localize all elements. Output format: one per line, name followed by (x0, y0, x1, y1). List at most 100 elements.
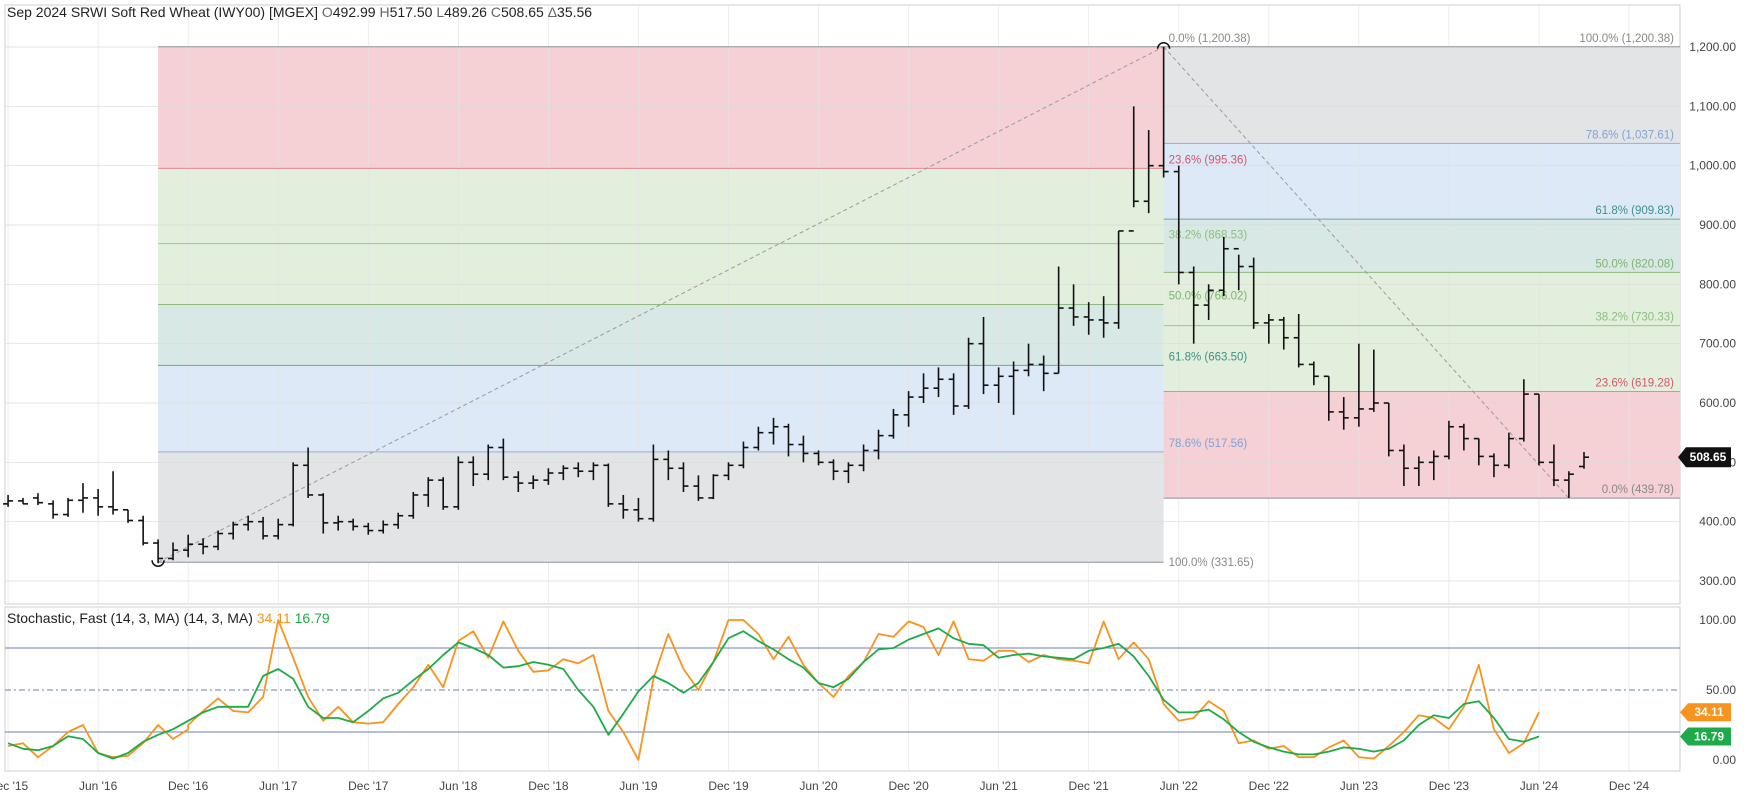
ohlc-bar (1518, 379, 1529, 442)
stoch-k-badge (1680, 703, 1731, 722)
ohlc-bar (873, 429, 884, 460)
swing-low-marker (151, 560, 165, 567)
price-tick-label: 1,100.00 (1689, 99, 1736, 113)
price-tick-label: 1,000.00 (1689, 159, 1736, 173)
ohlc-bar (513, 471, 524, 492)
ohlc-bar (1218, 236, 1229, 297)
ohlc-bar (408, 492, 419, 519)
fib-zone-teal-left (158, 304, 1164, 366)
stoch-k-value: 34.11 (256, 610, 291, 626)
change-value: 35.56 (557, 4, 593, 20)
ohlc-bar (183, 534, 194, 558)
ohlc-bar (378, 520, 389, 534)
close-value: 508.65 (500, 4, 544, 20)
ohlc-bar (363, 522, 374, 535)
ohlc-bar (858, 444, 869, 472)
ohlc-bar (123, 508, 134, 523)
ohlc-bar (663, 450, 674, 481)
stoch-d-badge (1680, 727, 1731, 746)
x-tick-label: Dec '15 (0, 779, 29, 793)
ohlc-bar (258, 516, 269, 540)
ohlc-bar (1008, 361, 1019, 415)
ohlc-bar (1383, 402, 1394, 457)
close-label: C (490, 4, 501, 20)
ohlc-bar (1563, 471, 1574, 498)
ohlc-bar (1323, 375, 1334, 421)
fib-level-label: 100.0% (1,200.38) (1579, 33, 1674, 45)
ohlc-bar (618, 494, 629, 519)
price-tick-label: 1,200.00 (1689, 40, 1736, 54)
ohlc-bar (333, 515, 344, 531)
ohlc-bar (1458, 423, 1469, 451)
ohlc-bar (768, 417, 779, 445)
ohlc-bar (1503, 432, 1514, 469)
ohlc-bar (1353, 343, 1364, 427)
fib-level-label: 23.6% (619.28) (1595, 378, 1674, 390)
x-tick-label: Dec '24 (1609, 779, 1650, 793)
low-value: 489.26 (444, 4, 487, 20)
ohlc-bar (138, 515, 149, 546)
ohlc-bar (543, 468, 554, 485)
ohlc-bar (348, 518, 359, 531)
low-label: L (436, 4, 445, 20)
stoch-k-badge-label: 34.11 (1694, 705, 1724, 719)
fib-trend-line (1163, 46, 1570, 499)
ohlc-bar (168, 542, 179, 561)
ohlc-bar (1488, 453, 1499, 478)
open-label: O (321, 4, 333, 20)
fib-level-label: 38.2% (730.33) (1595, 312, 1674, 324)
fib-zone-teal-right (1163, 219, 1680, 273)
x-tick-label: Jun '18 (439, 779, 478, 793)
x-tick-label: Jun '22 (1160, 779, 1199, 793)
ohlc-bar (153, 539, 164, 564)
price-tick-label: 700.00 (1699, 337, 1736, 351)
fib-zone-green-right (1163, 272, 1680, 326)
ohlc-bar (1128, 106, 1139, 232)
stoch-d-badge-label: 16.79 (1694, 729, 1724, 743)
ohlc-bar (423, 477, 434, 507)
ohlc-bar (1338, 397, 1349, 430)
price-tick-label: 600.00 (1699, 396, 1736, 410)
ohlc-bar (738, 441, 749, 469)
ohlc-bar (1368, 349, 1379, 412)
x-tick-label: Dec '17 (348, 779, 389, 793)
x-tick-label: Jun '21 (979, 779, 1018, 793)
ohlc-bar (32, 493, 43, 506)
price-tick-label: 800.00 (1699, 277, 1736, 291)
ohlc-bar (213, 530, 224, 551)
ohlc-bar (438, 477, 449, 510)
x-tick-label: Dec '21 (1069, 779, 1110, 793)
fib-level-label: 38.2% (868.53) (1169, 230, 1248, 242)
ohlc-bar (1113, 230, 1124, 329)
ohlc-bar (483, 444, 494, 481)
ohlc-bar (603, 463, 614, 507)
ohlc-bar (468, 456, 479, 487)
ohlc-bar (843, 462, 854, 484)
ohlc-bar (1203, 284, 1214, 320)
fib-level-label: 0.0% (439.78) (1602, 484, 1674, 496)
ohlc-bar (1053, 266, 1064, 375)
ohlc-bar (243, 515, 254, 531)
x-tick-label: Jun '17 (259, 779, 298, 793)
ohlc-bar (648, 444, 659, 522)
price-tick-label: 300.00 (1699, 574, 1736, 588)
ohlc-bar (813, 450, 824, 466)
stoch-tick-label: 50.00 (1706, 683, 1736, 697)
ohlc-bar (993, 367, 1004, 403)
stoch-tick-label: 0.00 (1713, 753, 1737, 767)
stoch-d-value: 16.79 (294, 610, 330, 626)
ohlc-bar (1098, 296, 1109, 338)
indicator-title: Stochastic, Fast (14, 3, MA) (14, 3, MA) (7, 610, 253, 626)
fib-level-label: 50.0% (820.08) (1595, 258, 1674, 270)
x-tick-label: Jun '20 (799, 779, 838, 793)
ohlc-bar (1413, 456, 1424, 487)
change-label: Δ (547, 4, 558, 20)
ohlc-bar (303, 447, 314, 498)
ohlc-bar (93, 489, 104, 516)
ohlc-bar (978, 316, 989, 395)
ohlc-bar (1068, 284, 1079, 326)
ohlc-bar (1579, 451, 1590, 469)
fib-level-label: 61.8% (663.50) (1169, 351, 1248, 363)
ohlc-bar (948, 373, 959, 415)
